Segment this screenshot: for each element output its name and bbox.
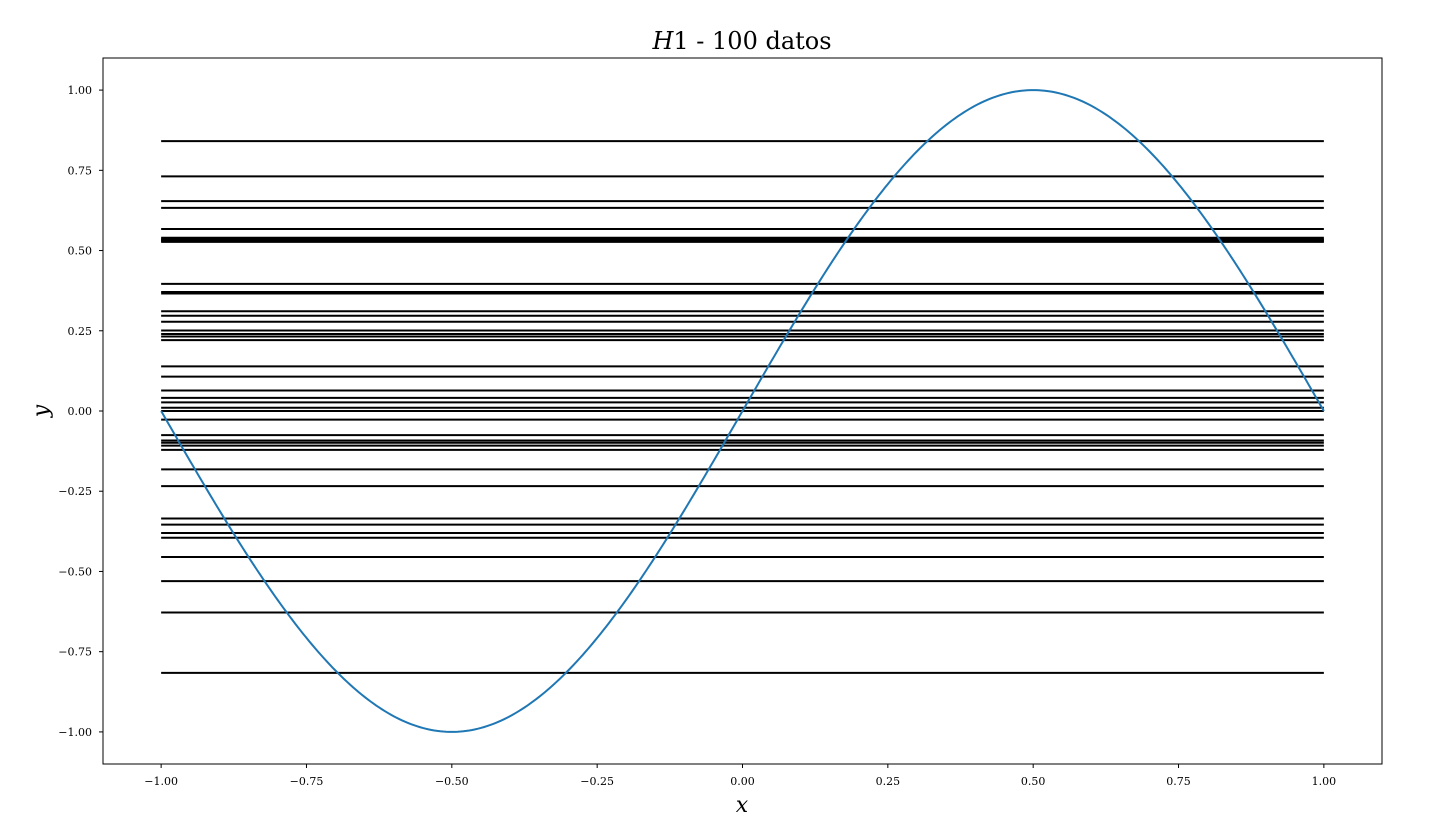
y-tick-label: −0.75: [58, 646, 92, 659]
x-axis-label: x: [736, 793, 749, 818]
x-tick-label: −0.25: [580, 775, 614, 788]
y-tick-label: −0.50: [58, 565, 92, 578]
y-tick-label: 1.00: [68, 84, 93, 97]
hypothesis-lines: [161, 140, 1324, 674]
y-tick-label: 0.00: [68, 405, 93, 418]
x-tick-label: −0.50: [435, 775, 469, 788]
target-curve-group: [160, 89, 1325, 733]
x-tick-label: 0.75: [1166, 775, 1191, 788]
x-axis-ticks: −1.00 −0.75 −0.50 −0.25 0.00 0.25 0.50 0.75 1.00: [144, 764, 1336, 788]
y-tick-label: 0.25: [68, 325, 93, 338]
x-tick-label: 0.25: [876, 775, 901, 788]
target-curve: [160, 89, 1325, 733]
x-tick-label: 0.50: [1021, 775, 1046, 788]
x-tick-label: 1.00: [1312, 775, 1337, 788]
y-tick-label: 0.50: [68, 245, 93, 258]
y-tick-label: −0.25: [58, 485, 92, 498]
y-axis-ticks: 1.00 0.75 0.50 0.25 0.00 −0.25 −0.50 −0.75 −1.00: [58, 84, 103, 739]
y-axis-label: y: [29, 404, 54, 418]
x-tick-label: −0.75: [290, 775, 324, 788]
chart-title-italic: H: [651, 27, 674, 55]
chart-title: H1 - 100 datos: [651, 27, 831, 55]
y-tick-label: 0.75: [68, 164, 93, 177]
x-tick-label: 0.00: [730, 775, 755, 788]
chart-title-rest: 1 - 100 datos: [673, 27, 831, 55]
y-tick-label: −1.00: [58, 726, 92, 739]
x-tick-label: −1.00: [144, 775, 178, 788]
